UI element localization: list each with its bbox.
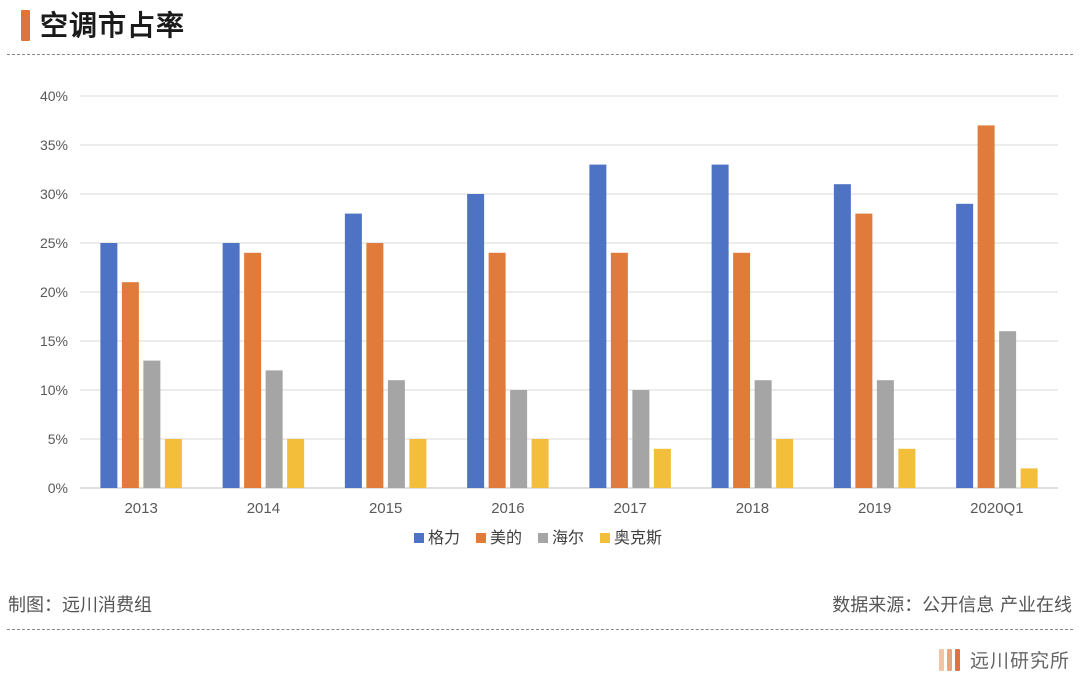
bar [510,390,528,488]
x-tick-label: 2013 [124,500,157,517]
bar [876,380,894,488]
x-tick-label: 2017 [613,500,646,517]
x-tick-label: 2014 [247,500,280,517]
x-tick-label: 2020Q1 [970,500,1023,517]
bar [387,380,405,488]
bar [632,390,650,488]
bar [287,439,305,488]
brand-mark: 远川研究所 [938,644,1070,674]
y-tick-label: 5% [48,431,68,447]
credit-text: 制图：远川消费组 [8,595,152,616]
bar [164,439,182,488]
legend-swatch [476,533,486,543]
bar [143,360,161,488]
bar [366,243,384,488]
bar [754,380,772,488]
bar [956,203,974,489]
legend-label: 美的 [490,528,522,547]
y-tick-label: 20% [40,284,68,300]
page-title: 空调市占率 [40,9,186,42]
bar [467,194,485,488]
bar [833,184,851,488]
brand-logo-icon [938,647,960,671]
bottom-divider [7,629,1073,630]
bar [898,448,916,488]
legend-swatch [414,533,424,543]
bar [610,252,628,488]
legend-swatch [538,533,548,543]
x-tick-label: 2015 [369,500,402,517]
y-tick-label: 35% [40,137,68,153]
y-tick-label: 0% [48,480,68,496]
bar [222,243,240,488]
bar [344,213,362,488]
x-tick-label: 2018 [736,500,769,517]
bar [1020,468,1038,488]
legend-swatch [600,533,610,543]
title-accent-bar [21,10,30,41]
bar [589,164,607,488]
bar [409,439,427,488]
brand-name: 远川研究所 [969,649,1070,672]
bar [244,252,262,488]
bar [711,164,729,488]
bar [100,243,118,488]
x-tick-label: 2019 [858,500,891,517]
legend-label: 格力 [428,528,460,547]
bar [488,252,506,488]
bar [999,331,1017,488]
bar [121,282,139,488]
bar [265,370,283,488]
y-tick-label: 10% [40,382,68,398]
y-tick-label: 25% [40,235,68,251]
bar [776,439,794,488]
bar [733,252,751,488]
bar [977,125,995,489]
top-divider [7,54,1073,55]
source-text: 数据来源：公开信息 产业在线 [832,595,1072,616]
legend-label: 奥克斯 [614,528,662,547]
y-tick-label: 30% [40,186,68,202]
bar [531,439,549,488]
legend-label: 海尔 [552,528,584,547]
bar-chart: 0% 5% 10% 15% 20% 25% 30% 35% 40% 2013 2014 2015 201… [40,88,1058,547]
y-tick-label: 15% [40,333,68,349]
bar [855,213,873,488]
y-tick-label: 40% [40,88,68,104]
bar [653,448,671,488]
x-tick-label: 2016 [491,500,524,517]
